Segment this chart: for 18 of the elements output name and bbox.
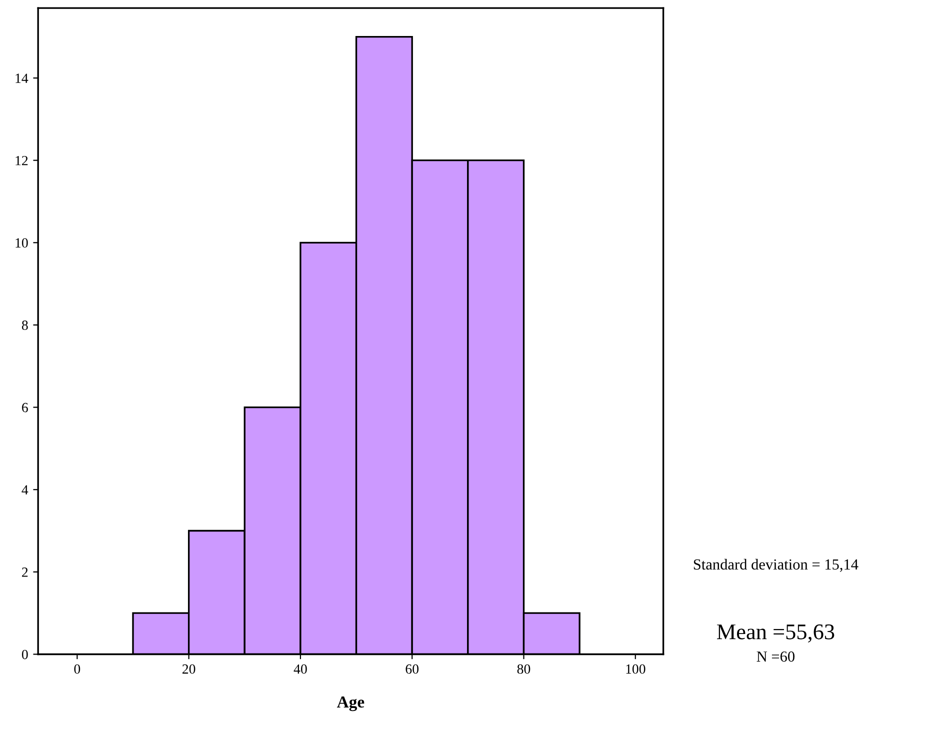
x-tick-label: 40 <box>294 664 307 674</box>
y-tick-label: 4 <box>22 485 28 494</box>
text: Standard deviation = 15,14 <box>694 558 858 572</box>
text: N =60 <box>756 651 795 662</box>
y-tick-label: 8 <box>22 320 28 330</box>
x-axis-title: Age <box>336 696 364 712</box>
x-tick-label: 0 <box>74 664 80 674</box>
y-tick-label: 2 <box>22 568 28 577</box>
y-tick-label: 10 <box>16 238 28 248</box>
x-tick-label: 60 <box>406 664 419 674</box>
x-tick-label: 20 <box>182 664 196 674</box>
y-tick-label: 0 <box>22 650 28 660</box>
text: Mean =55,63 <box>717 624 834 643</box>
x-tick-label: 80 <box>517 664 530 674</box>
y-tick-label: 14 <box>16 74 28 83</box>
y-tick-label: 6 <box>22 402 28 412</box>
x-tick-label: 100 <box>626 664 646 674</box>
y-tick-label: 12 <box>16 156 28 166</box>
